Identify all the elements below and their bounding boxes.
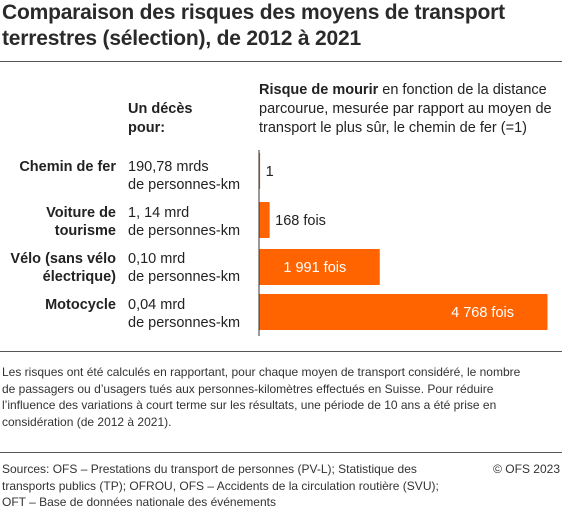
bar-chart: 1 168 fois 1 991 fois 4 768 fois: [258, 150, 548, 336]
row-deaths-train-line2: de personnes-km: [128, 177, 241, 193]
column-header-text: Un décès pour:: [128, 101, 193, 136]
column-header: Un décès pour:: [128, 100, 208, 138]
chart-divider: [0, 351, 562, 352]
risk-description-rest: en fonction de la distance parcourue, me…: [259, 82, 552, 136]
row-deaths-bike: 0,10 mrd de personnes-km: [128, 250, 240, 286]
row-deaths-moto-line2: de personnes-km: [128, 315, 241, 331]
bar-car: [259, 202, 270, 238]
bar-label-train: 1: [266, 164, 274, 180]
bar-label-car: 168 fois: [275, 213, 326, 229]
sources-text: Sources: OFS – Prestations du transport …: [2, 462, 439, 509]
copyright-text: © OFS 2023: [493, 462, 560, 476]
row-deaths-train: 190,78 mrds de personnes-km: [128, 158, 240, 194]
row-label-moto: Motocycle: [45, 297, 116, 313]
row-deaths-car: 1, 14 mrd de personnes-km: [128, 204, 240, 240]
bar-moto: [259, 294, 548, 330]
row-label-bike: Vélo (sans vélo électrique): [10, 251, 116, 285]
row-deaths-train-line1: 190,78 mrds: [128, 159, 209, 175]
methodology-note: Les risques ont été calculés en rapporta…: [2, 365, 521, 429]
bar-label-bike: 1 991 fois: [283, 260, 346, 276]
row-deaths-car-line2: de personnes-km: [128, 223, 241, 239]
row-label-car: Voiture de tourisme: [46, 205, 116, 239]
row-deaths-car-line1: 1, 14 mrd: [128, 205, 190, 221]
row-deaths-moto-line1: 0,04 mrd: [128, 297, 186, 313]
row-deaths-moto: 0,04 mrd de personnes-km: [128, 296, 240, 332]
chart-title: Comparaison des risques des moyens de tr…: [2, 1, 505, 50]
row-deaths-bike-line2: de personnes-km: [128, 269, 241, 285]
risk-description: Risque de mourir en fonction de la dista…: [259, 81, 559, 138]
bar-label-moto: 4 768 fois: [451, 305, 514, 321]
row-deaths-bike-line1: 0,10 mrd: [128, 251, 186, 267]
risk-description-bold: Risque de mourir: [259, 82, 379, 98]
row-label-train: Chemin de fer: [19, 159, 116, 175]
bar-bike: [259, 249, 380, 285]
note-divider: [0, 452, 562, 453]
bar-train: [259, 153, 261, 189]
title-divider: [0, 61, 562, 62]
